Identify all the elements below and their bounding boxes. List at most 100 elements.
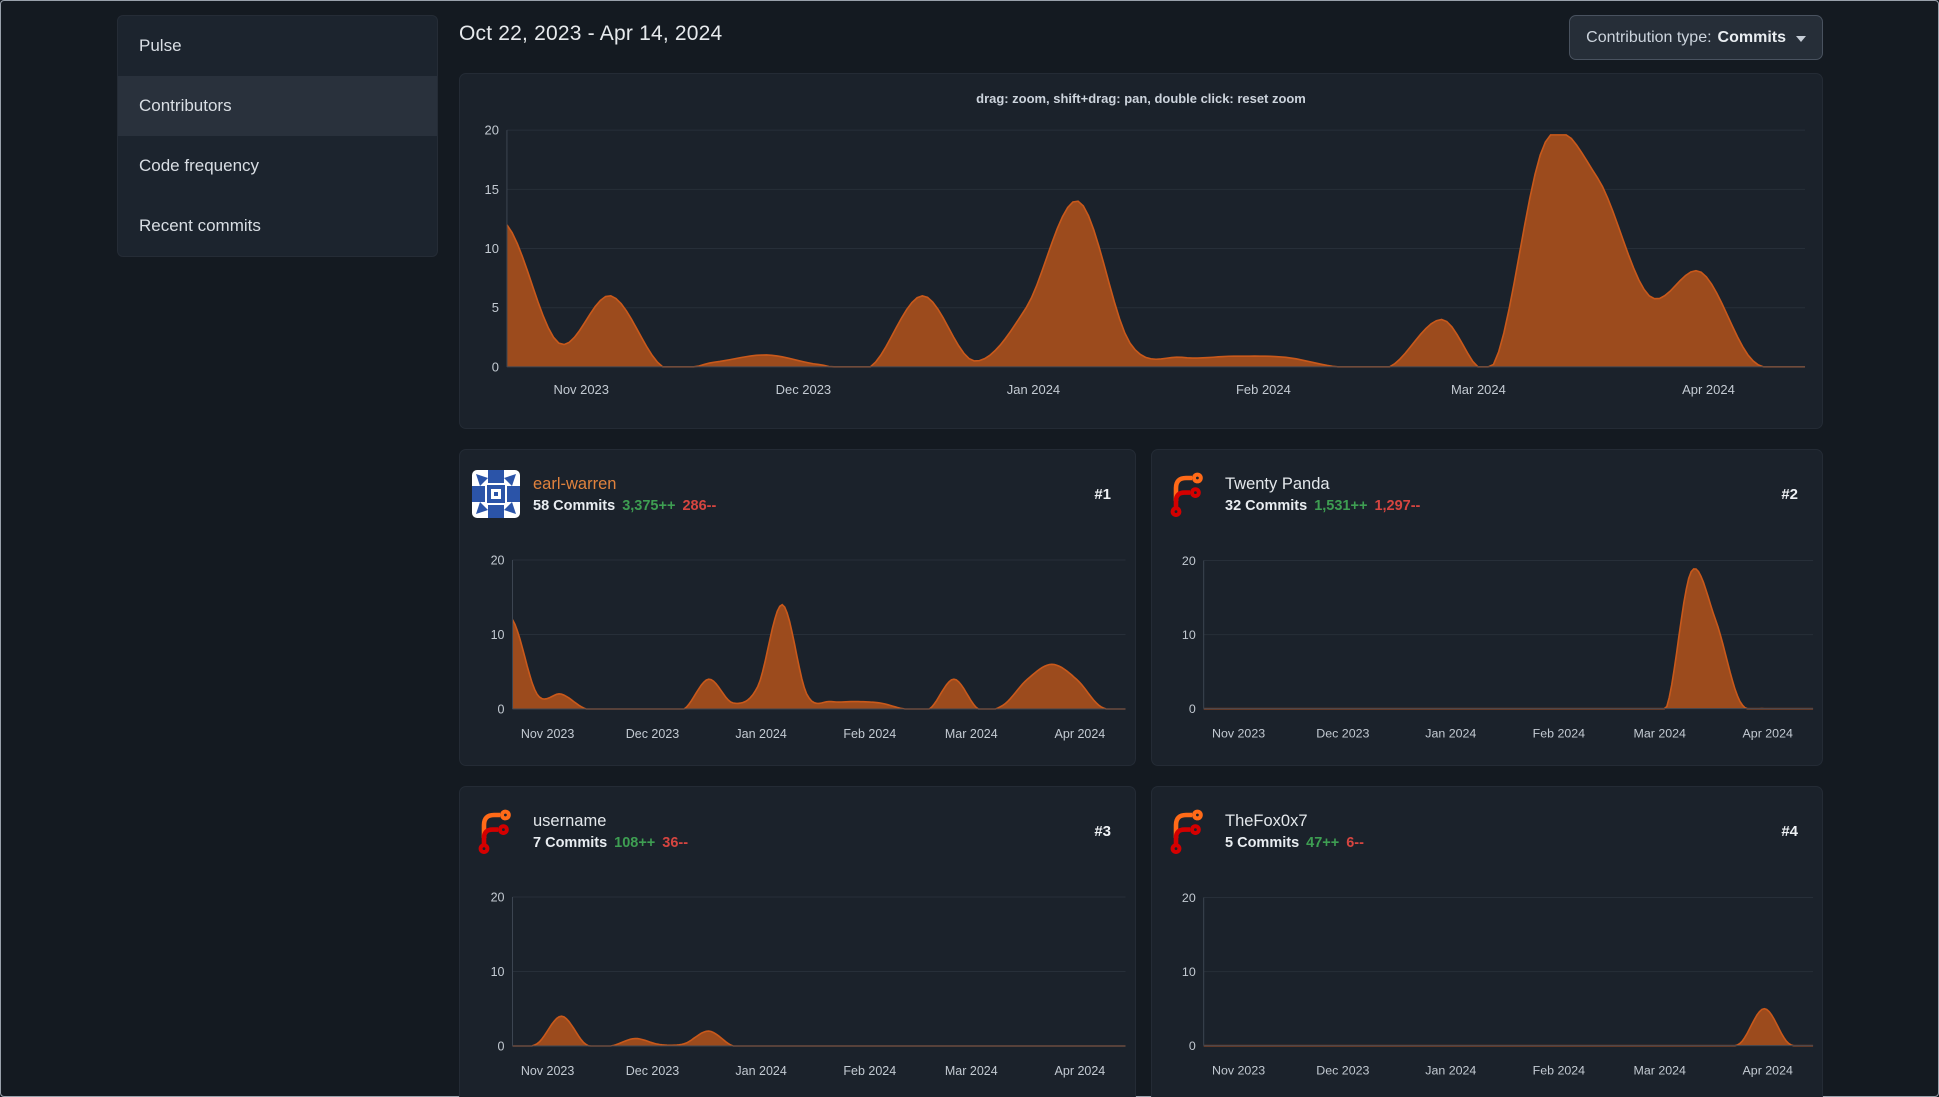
additions-count: 3,375++ (622, 498, 676, 514)
contributor-name: username (533, 812, 607, 830)
contributor-card-3: username 7 Commits 108++ 36-- #3 0 10 20 Nov … (459, 786, 1136, 1097)
deletions-count: 6-- (1346, 835, 1364, 851)
avatar-forgejo-logo (478, 809, 511, 854)
svg-text:Dec 2023: Dec 2023 (626, 727, 680, 741)
contribution-type-label: Contribution type: (1586, 28, 1712, 46)
additions-count: 1,531++ (1314, 498, 1368, 514)
svg-text:Jan 2024: Jan 2024 (1007, 382, 1060, 397)
svg-text:Jan 2024: Jan 2024 (1425, 1063, 1476, 1077)
avatar-identicon[interactable] (472, 470, 520, 518)
svg-text:10: 10 (491, 628, 505, 642)
svg-text:Mar 2024: Mar 2024 (1451, 382, 1506, 397)
commit-count: 32 Commits (1225, 498, 1308, 514)
contributor-stats: 7 Commits 108++ 36-- (533, 835, 688, 851)
svg-text:Dec 2023: Dec 2023 (1316, 726, 1369, 740)
chevron-down-icon (1796, 36, 1806, 42)
contributor-card-1: earl-warren 58 Commits 3,375++ 286-- #1 0 1… (459, 449, 1136, 766)
rank-badge: #2 (1781, 485, 1798, 503)
svg-text:0: 0 (492, 359, 499, 374)
svg-text:Mar 2024: Mar 2024 (1634, 1063, 1687, 1077)
contribution-type-dropdown[interactable]: Contribution type: Commits (1569, 15, 1823, 60)
svg-text:Nov 2023: Nov 2023 (1212, 726, 1265, 740)
svg-text:10: 10 (1182, 628, 1196, 642)
svg-text:20: 20 (491, 554, 505, 568)
deletions-count: 36-- (662, 835, 689, 851)
svg-text:Jan 2024: Jan 2024 (735, 727, 786, 741)
contributor-stats: 58 Commits 3,375++ 286-- (533, 498, 716, 514)
svg-text:Jan 2024: Jan 2024 (735, 1064, 786, 1078)
svg-text:0: 0 (1189, 702, 1196, 716)
svg-text:Mar 2024: Mar 2024 (945, 1064, 998, 1078)
contribution-type-value: Commits (1717, 28, 1786, 46)
rank-badge: #4 (1781, 822, 1798, 840)
svg-text:Apr 2024: Apr 2024 (1743, 726, 1793, 740)
sidebar-item-recent-commits[interactable]: Recent commits (139, 216, 261, 235)
contributor-stats: 32 Commits 1,531++ 1,297-- (1225, 498, 1420, 514)
date-range-heading: Oct 22, 2023 - Apr 14, 2024 (459, 22, 723, 45)
contributor-grid: earl-warren 58 Commits 3,375++ 286-- #1 0 1… (459, 449, 1823, 1097)
svg-text:20: 20 (491, 891, 505, 905)
svg-text:Feb 2024: Feb 2024 (1236, 382, 1291, 397)
svg-text:15: 15 (485, 182, 499, 197)
svg-text:20: 20 (1182, 554, 1196, 568)
svg-text:0: 0 (498, 703, 505, 717)
sidebar-item-code-frequency[interactable]: Code frequency (139, 156, 260, 175)
svg-text:Apr 2024: Apr 2024 (1055, 727, 1106, 741)
svg-text:0: 0 (1189, 1039, 1196, 1053)
additions-count: 47++ (1306, 835, 1340, 851)
svg-text:Jan 2024: Jan 2024 (1425, 726, 1476, 740)
contributor-name: Twenty Panda (1225, 475, 1330, 493)
rank-badge: #1 (1094, 485, 1111, 503)
overall-commits-chart-card: 0 5 10 15 20 Nov 2023 Dec 2023 Jan 2024 Feb 2024… (459, 73, 1823, 429)
main-content: Oct 22, 2023 - Apr 14, 2024 Contribution… (459, 1, 1823, 1097)
svg-text:Mar 2024: Mar 2024 (945, 727, 998, 741)
sidebar: Pulse Contributors Code frequency Recent… (1, 1, 438, 1096)
svg-text:Nov 2023: Nov 2023 (1212, 1063, 1265, 1077)
avatar-forgejo-logo (1170, 472, 1203, 517)
rank-badge: #3 (1094, 822, 1111, 840)
svg-text:10: 10 (485, 241, 499, 256)
contributor-name-link[interactable]: earl-warren (533, 475, 617, 493)
contributor-card-header: earl-warren 58 Commits 3,375++ 286-- #1 (460, 450, 1135, 538)
svg-text:Nov 2023: Nov 2023 (521, 727, 575, 741)
contributor-commits-chart[interactable]: 0 10 20 Nov 2023 Dec 2023 Jan 2024 Feb 2024 Mar… (1152, 538, 1822, 765)
svg-text:Dec 2023: Dec 2023 (1316, 1063, 1369, 1077)
contributor-info: username 7 Commits 108++ 36-- (533, 811, 688, 851)
svg-text:5: 5 (492, 300, 499, 315)
contributor-commits-chart[interactable]: 0 10 20 Nov 2023 Dec 2023 Jan 2024 Feb 2024 Mar… (1152, 875, 1822, 1097)
contributor-commits-chart[interactable]: 0 10 20 Nov 2023 Dec 2023 Jan 2024 Feb 2024 Mar… (460, 875, 1135, 1097)
topbar: Oct 22, 2023 - Apr 14, 2024 Contribution… (459, 15, 1823, 73)
sidebar-item-pulse[interactable]: Pulse (139, 36, 182, 55)
svg-text:Apr 2024: Apr 2024 (1682, 382, 1735, 397)
svg-text:Feb 2024: Feb 2024 (843, 1064, 896, 1078)
svg-text:Mar 2024: Mar 2024 (1634, 726, 1687, 740)
svg-text:Feb 2024: Feb 2024 (1533, 726, 1586, 740)
svg-text:Feb 2024: Feb 2024 (1533, 1063, 1586, 1077)
commit-count: 5 Commits (1225, 835, 1300, 851)
svg-text:Apr 2024: Apr 2024 (1055, 1064, 1106, 1078)
svg-text:10: 10 (1182, 965, 1196, 979)
commit-count: 58 Commits (533, 498, 616, 514)
contributor-card-4: TheFox0x7 5 Commits 47++ 6-- #4 0 10 20 Nov 2… (1151, 786, 1823, 1097)
deletions-count: 1,297-- (1374, 498, 1421, 514)
contributor-card-header: Twenty Panda 32 Commits 1,531++ 1,297-- #2 (1152, 450, 1822, 538)
svg-text:20: 20 (1182, 891, 1196, 905)
commit-count: 7 Commits (533, 835, 608, 851)
additions-count: 108++ (614, 835, 656, 851)
sidebar-item-contributors[interactable]: Contributors (118, 76, 437, 136)
svg-text:Feb 2024: Feb 2024 (843, 727, 896, 741)
contributor-commits-chart[interactable]: 0 10 20 Nov 2023 Dec 2023 Jan 2024 Feb 2024 Mar… (460, 538, 1135, 765)
contributor-info: Twenty Panda 32 Commits 1,531++ 1,297-- (1225, 474, 1420, 514)
contributor-card-2: Twenty Panda 32 Commits 1,531++ 1,297-- #2… (1151, 449, 1823, 766)
contributor-name: TheFox0x7 (1225, 812, 1308, 830)
svg-text:Nov 2023: Nov 2023 (521, 1064, 575, 1078)
svg-text:10: 10 (491, 965, 505, 979)
contributor-card-header: TheFox0x7 5 Commits 47++ 6-- #4 (1152, 787, 1822, 875)
svg-text:Nov 2023: Nov 2023 (553, 382, 609, 397)
svg-text:20: 20 (485, 123, 499, 138)
avatar-forgejo-logo (1170, 809, 1203, 854)
svg-text:drag: zoom, shift+drag: pan, d: drag: zoom, shift+drag: pan, double clic… (976, 91, 1306, 106)
contributor-info: TheFox0x7 5 Commits 47++ 6-- (1225, 811, 1364, 851)
overall-commits-area-chart[interactable]: 0 5 10 15 20 Nov 2023 Dec 2023 Jan 2024 Feb 2024… (460, 74, 1822, 430)
